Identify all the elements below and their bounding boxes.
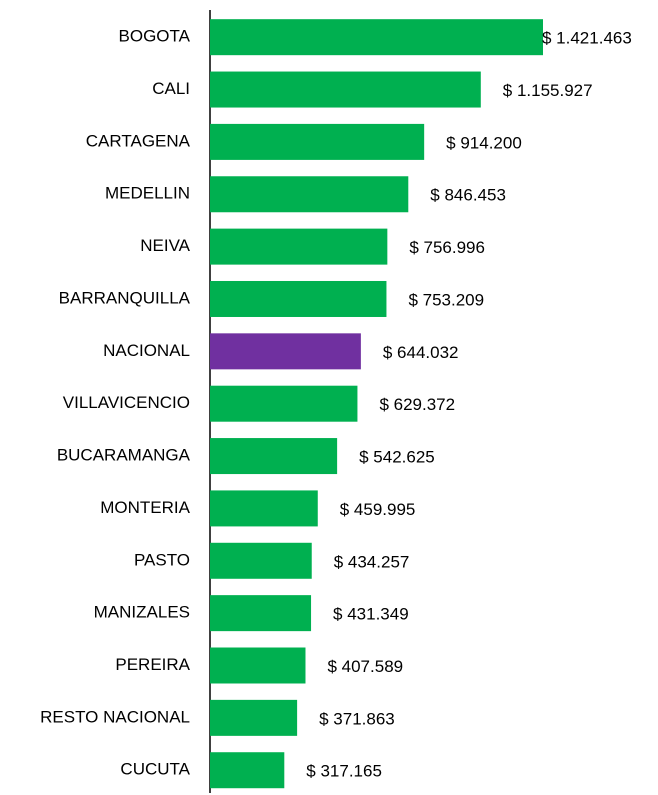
value-label: $ 629.372 [379, 395, 455, 414]
bar [210, 385, 358, 422]
value-label: $ 753.209 [408, 290, 484, 309]
value-label: $ 1.421.463 [542, 29, 632, 48]
value-label: $ 317.165 [306, 762, 382, 781]
bar [210, 123, 425, 160]
category-label: PASTO [134, 550, 190, 569]
bar [210, 19, 543, 56]
category-label: MANIZALES [94, 603, 190, 622]
bar [210, 333, 361, 370]
bar [210, 438, 338, 475]
bar [210, 542, 312, 579]
category-label: CUCUTA [120, 760, 190, 779]
category-label: PEREIRA [115, 655, 190, 674]
bar [210, 647, 306, 684]
value-label: $ 914.200 [446, 133, 522, 152]
bar [210, 71, 481, 108]
value-label: $ 1.155.927 [503, 81, 593, 100]
value-label: $ 371.863 [319, 709, 395, 728]
bar [210, 595, 312, 632]
category-label: BOGOTA [119, 27, 191, 46]
category-label: VILLAVICENCIO [63, 393, 190, 412]
category-label: NACIONAL [103, 341, 190, 360]
bar [210, 752, 285, 789]
value-label: $ 407.589 [327, 657, 403, 676]
category-label: MEDELLIN [105, 184, 190, 203]
category-label: BARRANQUILLA [59, 288, 191, 307]
value-label: $ 542.625 [359, 448, 435, 467]
bar [210, 280, 387, 317]
value-label: $ 756.996 [409, 238, 485, 257]
bar [210, 228, 388, 265]
category-label: MONTERIA [100, 498, 190, 517]
category-label: RESTO NACIONAL [40, 707, 190, 726]
value-label: $ 434.257 [334, 552, 410, 571]
bar [210, 699, 298, 736]
value-label: $ 431.349 [333, 605, 409, 624]
value-label: $ 846.453 [430, 186, 506, 205]
value-label: $ 459.995 [340, 500, 416, 519]
bar [210, 176, 409, 213]
bar [210, 490, 318, 527]
category-label: CALI [152, 79, 190, 98]
category-label: CARTAGENA [86, 131, 191, 150]
value-label: $ 644.032 [383, 343, 459, 362]
category-label: NEIVA [140, 236, 190, 255]
category-label: BUCARAMANGA [57, 446, 191, 465]
